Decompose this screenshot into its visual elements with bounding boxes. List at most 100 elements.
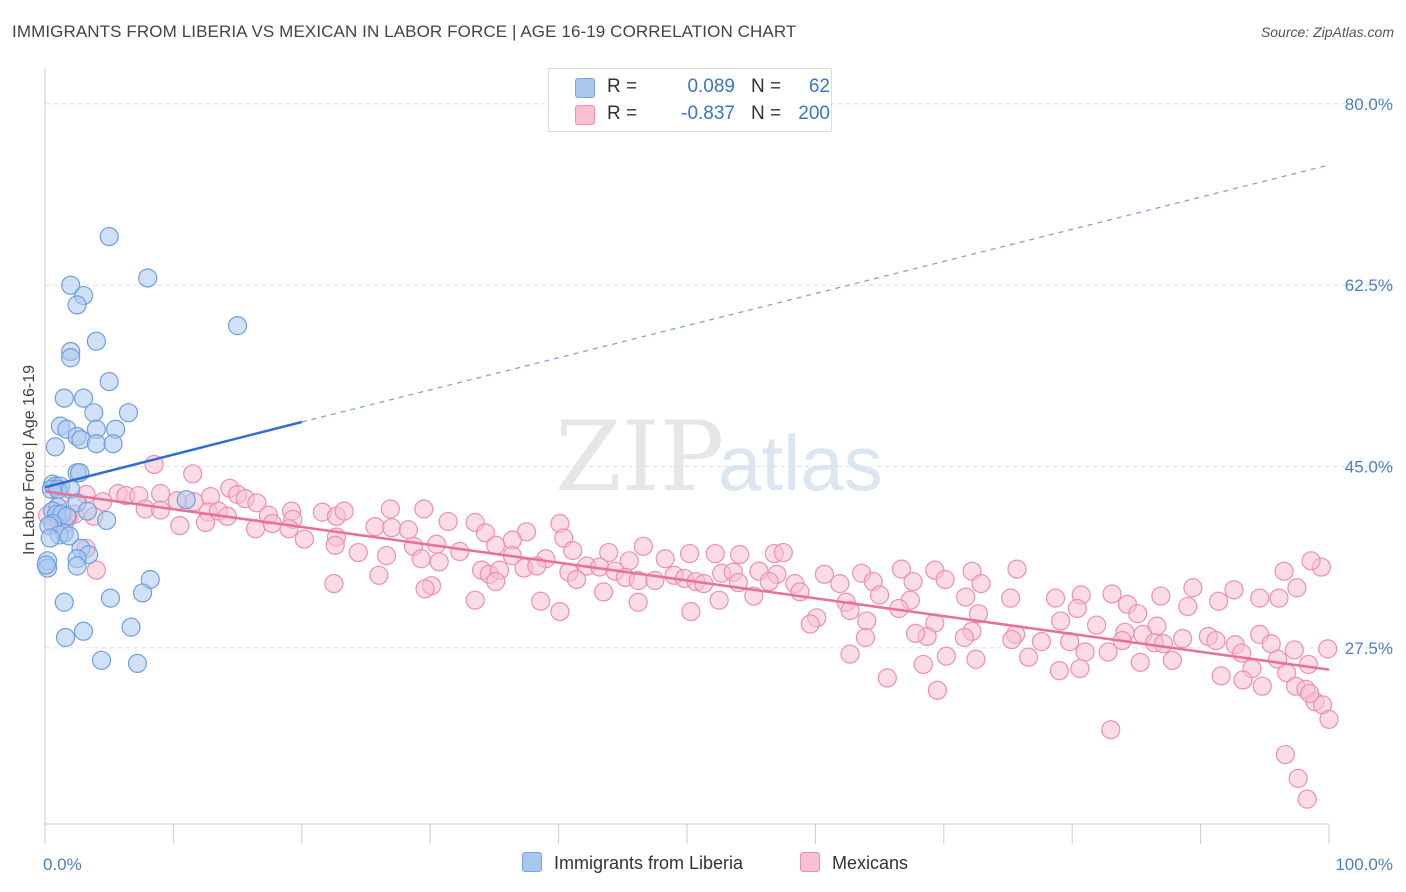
data-point-mexicans (1301, 551, 1321, 571)
x-tick-label: 100.0% (1335, 855, 1393, 874)
legend-n-value: 200 (798, 103, 830, 124)
data-point-mexicans (773, 542, 793, 563)
legend-swatch-liberia (575, 78, 595, 98)
data-point-mexicans (681, 601, 701, 622)
bottom-legend-label-mexicans: Mexicans (832, 853, 909, 873)
data-point-mexicans (279, 519, 299, 539)
data-point-liberia (73, 388, 94, 408)
trend-line-liberia (44, 420, 303, 489)
data-point-mexicans (655, 549, 675, 569)
data-point-mexicans (1031, 632, 1051, 652)
data-point-mexicans (935, 569, 955, 590)
data-point-mexicans (1067, 598, 1087, 619)
tick-labels: 27.5% 45.0% 62.5% 80.0% 0.0% 100.0% (43, 95, 1393, 874)
data-point-mexicans (814, 564, 834, 584)
data-point-mexicans (830, 574, 850, 594)
data-point-mexicans (1070, 658, 1090, 679)
data-point-mexicans (1162, 650, 1182, 670)
data-point-mexicans (927, 680, 947, 700)
legend-r-value: 0.089 (687, 76, 735, 97)
data-point-mexicans (857, 611, 877, 631)
data-point-mexicans (150, 500, 171, 520)
data-point-mexicans (1007, 559, 1027, 579)
data-point-mexicans (971, 574, 991, 594)
x-tick-label: 0.0% (43, 855, 82, 874)
data-point-mexicans (324, 574, 344, 594)
data-point-mexicans (415, 579, 435, 599)
legend-n-label: N = (751, 103, 782, 124)
data-point-mexicans (195, 512, 216, 533)
data-point-mexicans (968, 604, 989, 624)
data-point-liberia (228, 316, 248, 336)
data-point-mexicans (1298, 654, 1319, 675)
data-point-liberia (61, 275, 81, 295)
chart-title: IMMIGRANTS FROM LIBERIA VS MEXICAN IN LA… (12, 22, 797, 41)
data-point-liberia (99, 226, 119, 247)
data-point-mexicans (800, 614, 820, 634)
data-point-liberia (99, 371, 119, 392)
data-point-mexicans (475, 523, 496, 543)
data-point-liberia (118, 403, 139, 423)
data-point-liberia (73, 621, 94, 641)
data-point-mexicans (633, 536, 653, 556)
data-point-mexicans (411, 549, 431, 569)
legend-r-value: -0.837 (681, 103, 735, 124)
trend-line-mexicans (44, 490, 1330, 671)
legend-n-label: N = (751, 76, 782, 97)
y-tick-label: 80.0% (1345, 95, 1393, 114)
data-point-mexicans (679, 543, 700, 564)
data-point-mexicans (550, 601, 570, 622)
data-point-mexicans (369, 565, 389, 585)
data-point-liberia (40, 528, 60, 548)
trend-line-liberia-extension (301, 164, 1330, 423)
data-point-mexicans (150, 483, 171, 504)
data-point-mexicans (1319, 709, 1339, 729)
data-point-mexicans (877, 668, 897, 688)
data-point-liberia (132, 583, 153, 603)
legend-n-value: 62 (808, 76, 830, 97)
data-point-liberia (45, 437, 65, 457)
data-point-mexicans (376, 546, 397, 566)
data-point-mexicans (516, 522, 537, 542)
data-point-liberia (86, 434, 106, 454)
data-point-mexicans (891, 559, 912, 579)
data-point-mexicans (840, 600, 860, 621)
data-point-mexicans (531, 591, 551, 611)
data-point-mexicans (170, 515, 190, 536)
data-point-mexicans (334, 501, 354, 521)
data-point-mexicans (903, 571, 923, 592)
data-point-mexicans (1224, 580, 1244, 600)
data-point-mexicans (465, 590, 485, 610)
data-point-mexicans (1297, 789, 1317, 809)
data-point-mexicans (566, 569, 587, 590)
data-point-liberia (54, 592, 74, 612)
data-point-mexicans (1086, 615, 1107, 635)
data-point-mexicans (956, 587, 976, 607)
data-point-mexicans (450, 541, 470, 562)
data-point-mexicans (1173, 628, 1193, 649)
data-point-liberia (77, 501, 97, 521)
data-point-mexicans (325, 535, 345, 555)
legend-r-label: R = (607, 76, 638, 97)
data-point-mexicans (294, 529, 314, 549)
axes (44, 68, 1330, 844)
bottom-legend-liberia: Immigrants from Liberia (522, 852, 743, 874)
bottom-legend-swatch-mexicans (800, 852, 820, 872)
data-point-mexicans (365, 517, 385, 537)
legend-r-label: R = (607, 103, 638, 124)
data-point-mexicans (966, 649, 986, 669)
data-point-mexicans (1250, 588, 1270, 608)
data-point-mexicans (1178, 596, 1198, 617)
data-point-mexicans (1128, 604, 1148, 624)
data-point-mexicans (905, 623, 926, 643)
bottom-legend-mexicans: Mexicans (800, 852, 908, 874)
data-point-mexicans (759, 571, 779, 592)
data-point-mexicans (1183, 578, 1203, 598)
data-point-mexicans (730, 545, 750, 565)
data-point-liberia (36, 555, 56, 575)
data-point-mexicans (709, 590, 729, 610)
data-point-liberia (55, 627, 76, 648)
data-point-mexicans (1275, 744, 1295, 765)
y-tick-label: 45.0% (1345, 458, 1393, 477)
